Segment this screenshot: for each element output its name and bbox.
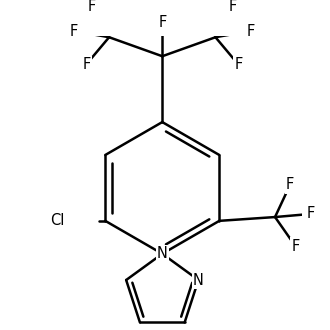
Text: F: F [70, 23, 78, 39]
Text: N: N [157, 246, 168, 261]
Text: F: F [234, 57, 243, 72]
Text: F: F [306, 207, 314, 221]
Text: F: F [229, 0, 237, 14]
Text: F: F [291, 239, 300, 253]
Text: F: F [82, 57, 90, 72]
Text: Cl: Cl [50, 214, 65, 228]
Text: F: F [286, 178, 294, 192]
Text: F: F [158, 15, 166, 29]
Text: F: F [246, 23, 254, 39]
Text: N: N [193, 273, 204, 287]
Text: F: F [87, 0, 95, 14]
